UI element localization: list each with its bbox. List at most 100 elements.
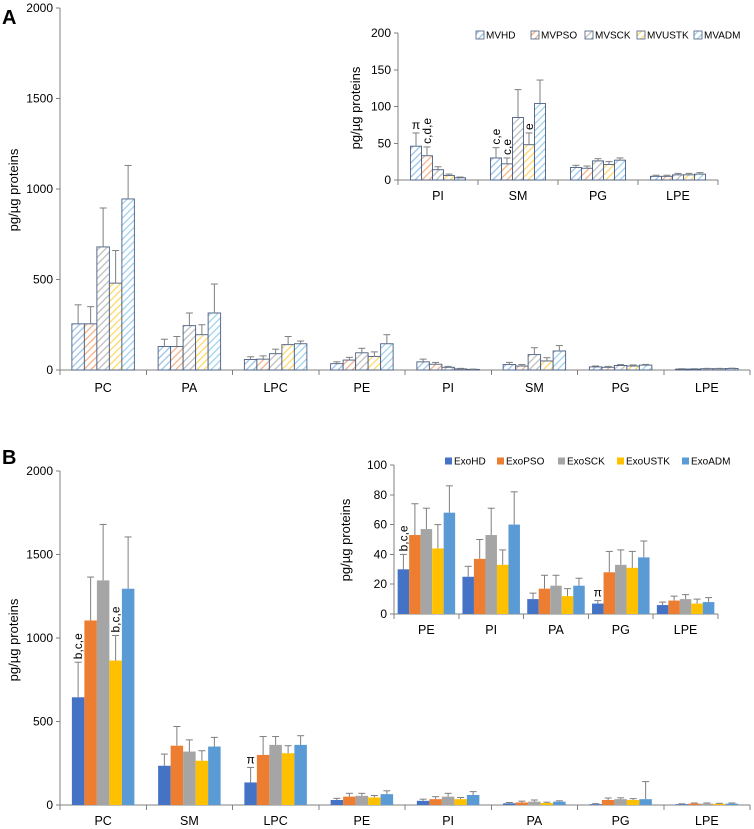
bar-exoadm-lpe — [725, 803, 739, 805]
bar-exoadm-pi — [508, 524, 520, 614]
chart-b-inset: 0 20 40 60 80 100 PE PI PA PG LPE pg/µg proteins b,c… — [338, 457, 730, 638]
bar-exosck-pe — [420, 529, 433, 614]
y-tick-label: 0 — [46, 363, 53, 377]
y-tick-label: 0 — [380, 607, 387, 621]
x-tick-label-sm: SM — [525, 381, 544, 395]
bar-mvustk-pc — [108, 282, 123, 371]
legend-swatch-mvpso — [530, 30, 540, 40]
bar-mvhd-pe — [330, 363, 344, 371]
x-tick-label-pc: PC — [94, 814, 111, 828]
bar-exoustk-pg — [626, 799, 640, 805]
bar-exoustk-lpc — [281, 753, 295, 805]
bar-mvusck-pc — [96, 246, 110, 371]
legend-swatch-exopso — [497, 457, 504, 465]
annotation-1: c,d,e — [420, 118, 434, 144]
legend-swatch-exoustk — [617, 457, 624, 465]
bar-mvusck-pe — [355, 352, 369, 371]
bar-exoadm-pi — [466, 794, 480, 805]
y-tick-label: 60 — [374, 518, 388, 532]
bar-mvustk-pg — [626, 365, 640, 371]
legend-label-exosck: ExoSCK — [567, 457, 605, 468]
bar-exohd-pc — [71, 697, 85, 805]
bar-mvustk-sm — [540, 360, 554, 371]
y-tick-label: 80 — [374, 488, 388, 502]
bar-exohd-lpc — [244, 782, 257, 805]
bar-exoadm-lpc — [294, 744, 307, 805]
bar-mvusck-sm — [527, 354, 542, 371]
y-tick-label: 200 — [371, 26, 391, 40]
x-tick-label-pa: PA — [548, 623, 564, 637]
bar-exosck-pi — [485, 535, 497, 614]
bar-exosck-sm — [183, 751, 196, 805]
bar-mvhd-lpc — [243, 359, 258, 371]
bar-mvadm-lpe — [725, 368, 739, 371]
x-tick-label-pg: PG — [612, 814, 630, 828]
bar-exosck-lpe — [679, 599, 692, 614]
bar-mvadm-lpc — [293, 343, 308, 371]
bar-mvpso-pa — [170, 346, 184, 371]
bar-mvustk-pa — [195, 334, 209, 371]
bar-exoadm-pg — [638, 557, 650, 614]
bar-mvustk-pi — [453, 368, 468, 371]
legend-label-mvustk: MVUSTK — [647, 31, 689, 42]
y-tick-label: 2000 — [26, 464, 53, 478]
x-tick-label-sm: SM — [180, 814, 199, 828]
x-tick-label-lpe: LPE — [695, 814, 719, 828]
bar-mvpso-pc — [83, 323, 98, 371]
bar-exosck-pa — [528, 801, 541, 805]
legend: ExoHD ExoPSO ExoSCK ExoUSTK ExoADM — [445, 457, 730, 468]
bar-exoustk-sm — [195, 760, 209, 805]
bar-mvhd-pc — [71, 323, 85, 371]
bar-mvpso-pg — [601, 366, 615, 371]
bar-exoustk-pi — [454, 799, 467, 805]
y-tick-label: 150 — [371, 63, 391, 77]
bar-mvhd-lpe — [650, 175, 662, 181]
bar-mvusck-lpc — [268, 353, 283, 371]
y-tick-label: 20 — [374, 577, 388, 591]
x-tick-label-pi: PI — [442, 814, 454, 828]
x-tick-label-pi: PI — [432, 189, 444, 203]
bar-exohd-pi — [462, 576, 474, 614]
y-tick-label: 100 — [371, 100, 391, 114]
bar-mvpso-pe — [342, 359, 357, 371]
x-tick-label-pe: PE — [354, 814, 371, 828]
bar-mvadm-sm — [552, 350, 567, 371]
y-tick-label: 0 — [46, 798, 53, 812]
y-tick-label: 1500 — [26, 92, 53, 106]
legend-swatch-exosck — [558, 457, 565, 465]
x-tick-label-pe: PE — [354, 381, 371, 395]
x-tick-label-lpc: LPC — [263, 814, 287, 828]
annotation-pi: π — [594, 586, 602, 600]
legend-label-mvhd: MVHD — [486, 31, 515, 42]
bar-mvadm-lpe — [694, 173, 706, 181]
bar-exopso-pc — [84, 620, 97, 805]
x-tick-label-pg: PG — [589, 189, 607, 203]
y-axis-label: pg/µg proteins — [6, 148, 21, 231]
bar-exosck-pe — [355, 795, 369, 805]
bar-mvhd-pi — [410, 145, 422, 181]
legend-swatch-exohd — [445, 457, 452, 465]
legend-label-exoustk: ExoUSTK — [626, 457, 670, 468]
y-tick-label: 0 — [384, 173, 391, 187]
x-tick-label-pi: PI — [485, 623, 497, 637]
bar-exohd-pg — [592, 603, 604, 614]
bar-exoadm-pa — [553, 801, 566, 805]
bar-exoustk-pg — [626, 567, 639, 614]
bar-mvhd-sm — [502, 364, 517, 371]
bar-exoustk-pe — [432, 548, 444, 614]
bar-exohd-lpe — [656, 605, 669, 614]
bar-mvadm-pg — [614, 159, 626, 181]
y-axis-label: pg/µg proteins — [348, 66, 363, 149]
x-tick-label-lpe: LPE — [666, 189, 690, 203]
bar-mvustk-lpe — [712, 368, 727, 371]
annotation-4: e — [522, 123, 536, 130]
bar-exosck-lpc — [269, 744, 282, 805]
y-tick-label: 100 — [367, 458, 387, 472]
bar-exopso-pe — [409, 535, 421, 614]
x-tick-label-pe: PE — [418, 623, 435, 637]
annotation-1: b,c,e — [109, 606, 123, 632]
bar-exopso-pe — [343, 796, 356, 805]
bar-exoustk-pc — [109, 660, 122, 805]
bar-mvadm-sm — [534, 103, 546, 181]
